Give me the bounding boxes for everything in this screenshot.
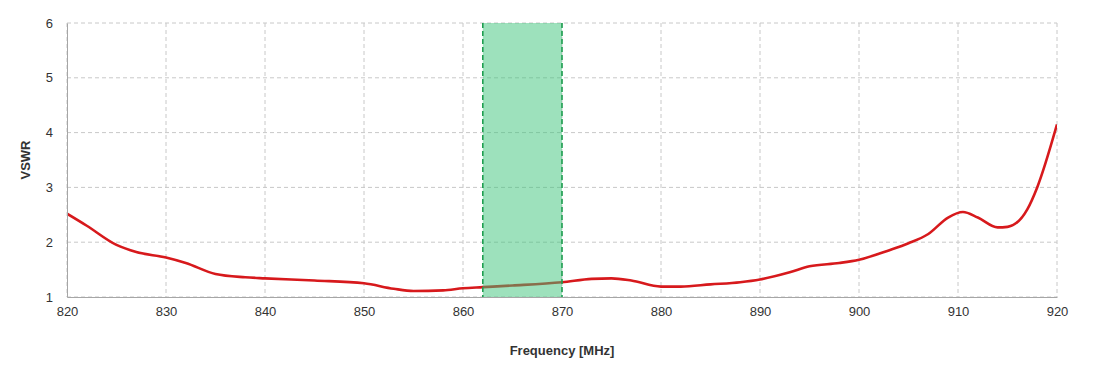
- x-tick-label: 890: [750, 304, 772, 319]
- x-grid-line: [67, 23, 68, 297]
- x-axis-title: Frequency [MHz]: [510, 343, 615, 358]
- y-tick-label: 3: [46, 180, 53, 195]
- highlight-edge: [561, 23, 563, 297]
- x-grid-line: [1057, 23, 1058, 297]
- x-tick: 830: [156, 297, 178, 319]
- x-tick-label: 870: [552, 304, 574, 319]
- x-axis: 820 830 840 850 860 870 880 890 900 910 920: [57, 297, 1069, 319]
- y-tick: 6: [46, 16, 67, 31]
- y-tick-label: 6: [46, 16, 53, 31]
- y-tick: 1: [46, 290, 67, 305]
- y-tick: 4: [46, 125, 67, 140]
- plot-area: 820 830 840 850 860 870 880 890 900 910 920 1 2 3 4 5 6: [46, 16, 1069, 320]
- x-tick-label: 840: [255, 304, 277, 319]
- grid: [67, 23, 1057, 297]
- x-tick: 890: [750, 297, 772, 319]
- x-tick: 870: [552, 297, 574, 319]
- x-tick: 820: [57, 297, 79, 319]
- x-grid-line: [463, 23, 464, 297]
- x-tick-label: 910: [948, 304, 970, 319]
- x-tick: 920: [1047, 297, 1069, 319]
- x-tick-label: 850: [354, 304, 376, 319]
- x-grid-line: [265, 23, 266, 297]
- x-tick-label: 900: [849, 304, 871, 319]
- chart: 820 830 840 850 860 870 880 890 900 910 920 1 2 3 4 5 6 F…: [0, 0, 1110, 375]
- y-tick: 3: [46, 180, 67, 195]
- x-tick: 850: [354, 297, 376, 319]
- x-grid-line: [562, 23, 563, 297]
- x-tick: 880: [651, 297, 673, 319]
- y-axis-title: VSWR: [18, 140, 33, 180]
- y-tick-label: 5: [46, 70, 53, 85]
- x-grid-line: [859, 23, 860, 297]
- y-tick-label: 1: [46, 290, 53, 305]
- x-tick: 840: [255, 297, 277, 319]
- x-axis-line: [68, 297, 1058, 298]
- y-tick-label: 2: [46, 235, 53, 250]
- highlight-band: [483, 23, 562, 297]
- data-layer: [67, 23, 1057, 297]
- x-grid-line: [661, 23, 662, 297]
- x-grid-line: [760, 23, 761, 297]
- x-tick-label: 880: [651, 304, 673, 319]
- highlight-edge: [482, 23, 484, 297]
- y-axis: 1 2 3 4 5 6: [46, 16, 68, 305]
- y-axis-line: [67, 24, 68, 298]
- x-grid-line: [166, 23, 167, 297]
- x-tick: 910: [948, 297, 970, 319]
- x-tick: 860: [453, 297, 475, 319]
- x-tick-label: 820: [57, 304, 79, 319]
- x-tick-label: 860: [453, 304, 475, 319]
- y-tick: 5: [46, 70, 67, 85]
- x-grid-line: [364, 23, 365, 297]
- x-tick-label: 830: [156, 304, 178, 319]
- y-tick-label: 4: [46, 125, 53, 140]
- x-tick: 900: [849, 297, 871, 319]
- x-grid-line: [958, 23, 959, 297]
- x-tick-label: 920: [1047, 304, 1069, 319]
- y-tick: 2: [46, 235, 67, 250]
- highlight-fill: [483, 23, 562, 297]
